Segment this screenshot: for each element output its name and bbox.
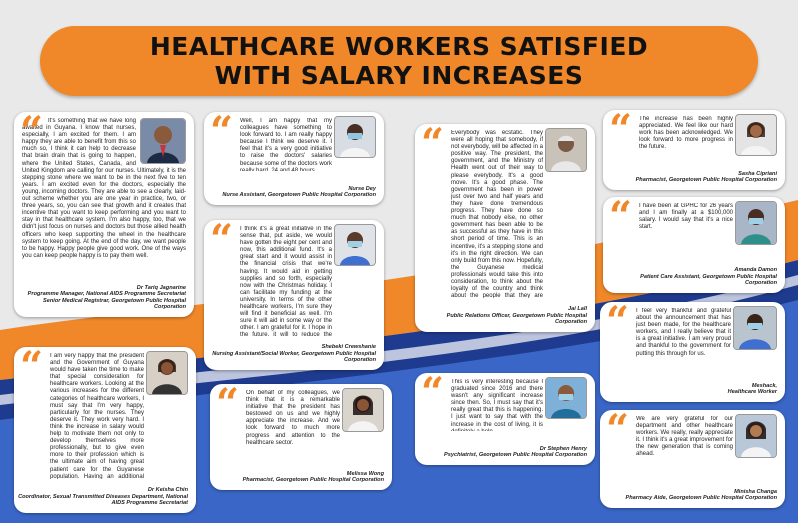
author-stephen: Dr Stephen Henry Psychiatrist, Georgetow… [417, 446, 587, 459]
headline-banner: HEALTHCARE WORKERS SATISFIED WITH SALARY… [40, 26, 758, 96]
portrait-jai [545, 128, 587, 172]
quote-text-stephen: This is very interesting because I gradu… [451, 379, 543, 431]
author-keisha: Dr Keisha Chin Coordinator, Sexual Trans… [18, 487, 188, 507]
author-name: Meshack, [751, 382, 777, 389]
author-role: Public Relations Officer, Georgetown Pub… [446, 312, 587, 326]
quote-card-nurse-dey: “ Well, I am happy that my colleagues ha… [204, 112, 384, 205]
quote-text-tariq: It's something that we have long awaited… [22, 118, 186, 259]
quote-text-melissa: On behalf of my colleagues, we think tha… [246, 390, 340, 446]
portrait-amanda [735, 201, 777, 245]
quote-card-amanda: “ I have been at GPHC for 26 years and I… [603, 197, 785, 293]
quote-text-nurse-dey: Well, I am happy that my colleagues have… [240, 118, 332, 171]
portrait-minisha [735, 414, 777, 458]
author-name: Nurse Dey [348, 185, 376, 192]
quote-mark-icon: “ [210, 112, 234, 155]
author-name: Dr Stephen Henry [539, 445, 587, 452]
author-role: Nurse Assistant, Georgetown Public Hospi… [222, 192, 376, 199]
light-blue-wave [0, 300, 798, 523]
author-name: Melissa Wong [346, 470, 384, 477]
author-name: Amanda Damon [734, 267, 777, 274]
quote-card-stephen: “ This is very interesting because I gra… [415, 373, 595, 465]
quote-card-keisha: “ I am very happy that the president and… [14, 347, 196, 513]
author-name: Dr Keisha Chin [147, 487, 188, 494]
quote-mark-icon: “ [606, 410, 630, 453]
author-sasha: Sasha Cipriani Pharmacist, Georgetown Pu… [607, 171, 777, 184]
headline-line-2: WITH SALARY INCREASES [214, 61, 584, 90]
quote-mark-icon: “ [606, 302, 630, 345]
quote-card-tariq: “ It's something that we have long await… [14, 112, 194, 317]
quote-mark-icon: “ [20, 112, 44, 155]
author-melissa: Melissa Wong Pharmacist, Georgetown Publ… [214, 471, 384, 484]
quote-card-shebeki: “ I think it's a great initiative in the… [204, 220, 384, 370]
portrait-stephen [545, 377, 587, 419]
author-meshack: Meshack, Healthcare Worker [607, 383, 777, 396]
quote-card-melissa: “ On behalf of my colleagues, we think t… [210, 384, 392, 490]
portrait-melissa [342, 388, 384, 432]
author-role: Nursing Assistant/Social Worker, Georget… [212, 350, 376, 364]
author-role: Pharmacy Aide, Georgetown Public Hospita… [625, 495, 777, 502]
author-minisha: Minisha Changa Pharmacy Aide, Georgetown… [607, 489, 777, 502]
portrait-meshack [733, 306, 777, 350]
author-nurse-dey: Nurse Dey Nurse Assistant, Georgetown Pu… [206, 186, 376, 199]
author-name: Jai Lall [568, 306, 587, 313]
quote-text-shebeki: I think it's a great initiative in the s… [240, 226, 332, 336]
quote-mark-icon: “ [210, 220, 234, 263]
quote-card-sasha: “ The increase has been highly appreciat… [603, 110, 785, 190]
portrait-keisha [146, 351, 188, 395]
quote-text-sasha: The increase has been highly appreciated… [639, 116, 733, 151]
quote-mark-icon: “ [609, 110, 633, 153]
portrait-nurse-dey [334, 116, 376, 158]
quote-mark-icon: “ [421, 373, 445, 416]
quote-text-jai: Everybody was ecstatic. They were all ho… [451, 130, 543, 298]
portrait-sasha [735, 114, 777, 156]
quote-mark-icon: “ [421, 124, 445, 167]
author-jai: Jai Lall Public Relations Officer, Georg… [417, 306, 587, 326]
headline-line-1: HEALTHCARE WORKERS SATISFIED [149, 32, 649, 61]
quote-mark-icon: “ [609, 197, 633, 240]
quote-mark-icon: “ [20, 347, 44, 390]
quote-card-minisha: “ We are very grateful for our departmen… [600, 410, 785, 508]
quote-text-meshack: I feel very thankful and grateful about … [636, 308, 731, 357]
author-tariq: Dr Tariq Jagnarine Programme Manager, Na… [26, 285, 186, 311]
author-name: Minisha Changa [734, 488, 777, 495]
author-name: Shebeki Crewshanie [321, 344, 376, 351]
author-role: Psychiatrist, Georgetown Public Hospital… [444, 452, 587, 459]
quote-card-meshack: “ I feel very thankful and grateful abou… [600, 302, 785, 402]
quote-text-minisha: We are very grateful for our department … [636, 416, 733, 458]
quote-text-amanda: I have been at GPHC for 26 years and I a… [639, 203, 733, 231]
portrait-tariq [140, 118, 186, 164]
author-role: Pharmacist, Georgetown Public Hospital C… [242, 477, 384, 484]
quote-card-jai: “ Everybody was ecstatic. They were all … [415, 124, 595, 332]
quote-text-keisha: I am very happy that the president and t… [50, 353, 144, 479]
quote-mark-icon: “ [216, 384, 240, 427]
author-role: Coordinator, Sexual Transmitted Diseases… [18, 493, 188, 507]
author-name: Dr Tariq Jagnarine [136, 284, 186, 291]
orange-wave [0, 200, 798, 380]
author-shebeki: Shebeki Crewshanie Nursing Assistant/Soc… [206, 344, 376, 364]
white-swoosh [0, 275, 798, 405]
author-name: Sasha Cipriani [738, 170, 777, 177]
author-role: Pharmacist, Georgetown Public Hospital C… [635, 177, 777, 184]
author-role: Patient Care Assistant, Georgetown Publi… [640, 273, 777, 287]
author-role: Healthcare Worker [727, 389, 777, 396]
author-role: Programme Manager, National AIDS Program… [27, 291, 186, 311]
portrait-shebeki [334, 224, 376, 266]
author-amanda: Amanda Damon Patient Care Assistant, Geo… [607, 267, 777, 287]
